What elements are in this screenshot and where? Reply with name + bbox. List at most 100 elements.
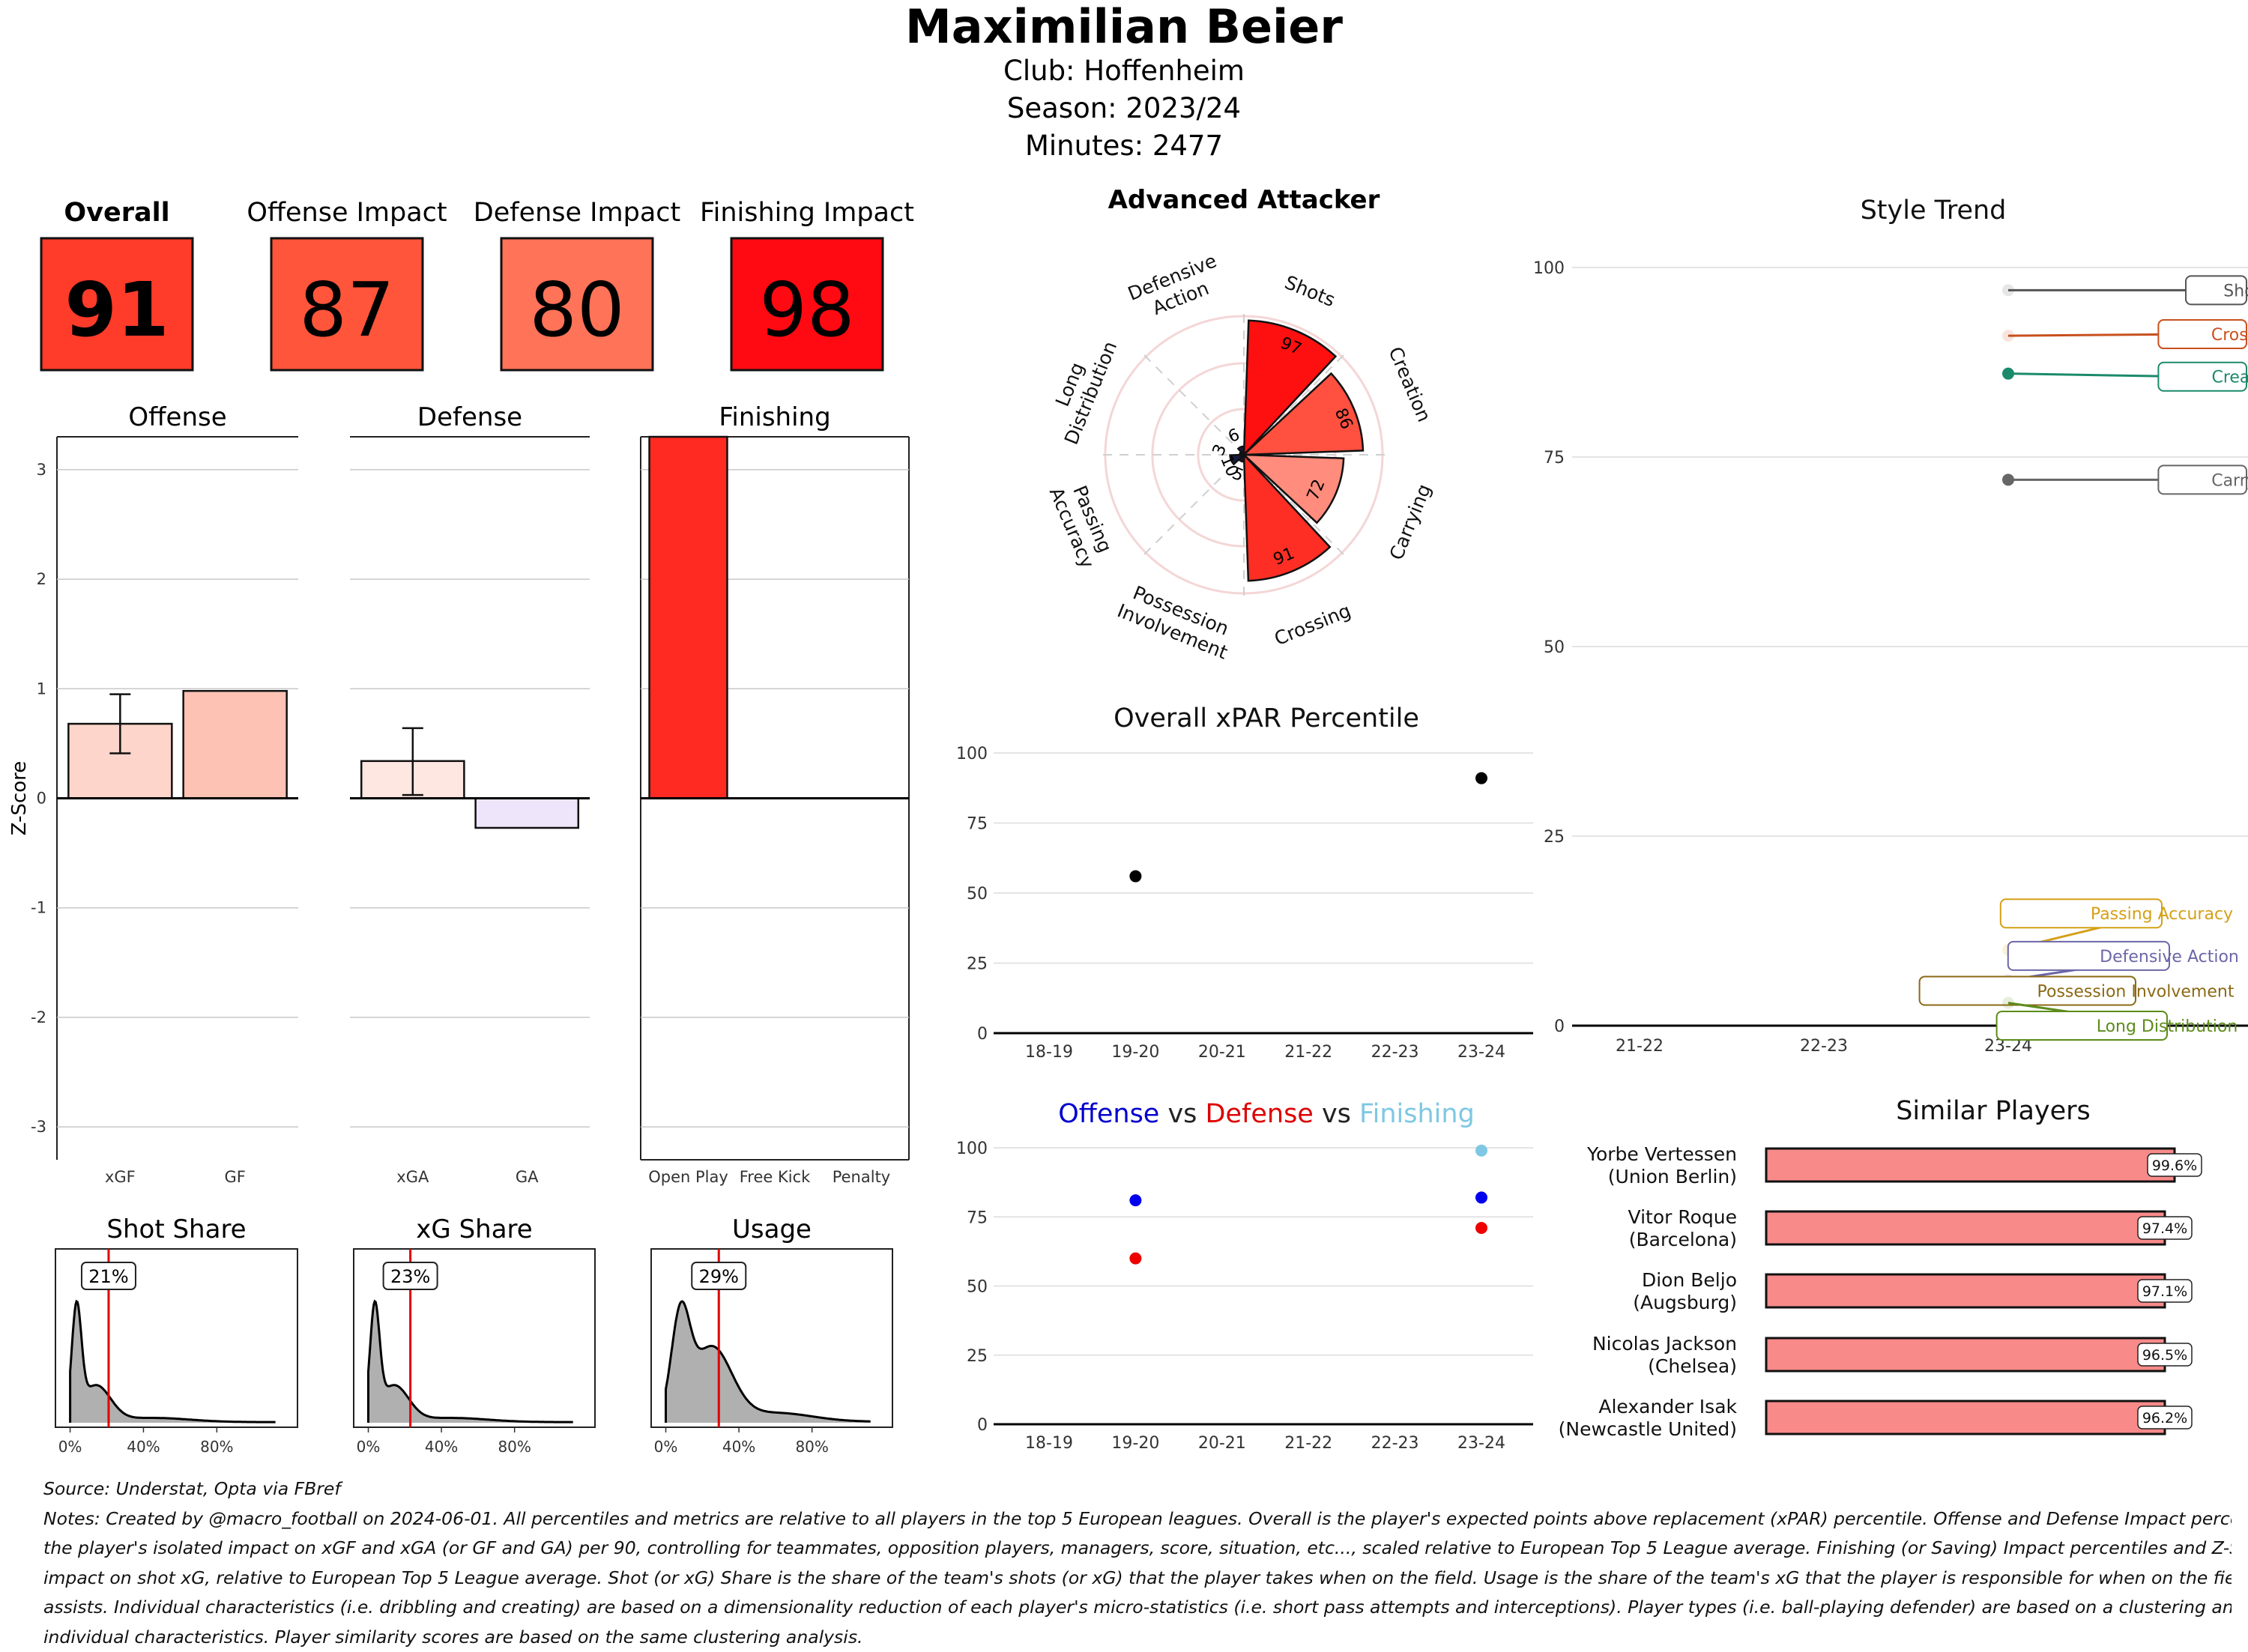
y-tick-label: -1: [31, 899, 46, 917]
x-tick-label: 40%: [722, 1438, 755, 1456]
scatter-point: [1129, 1253, 1141, 1265]
similarity-label: 99.6%: [2152, 1158, 2197, 1174]
trend-point: [2002, 368, 2014, 380]
similar-player-name: Vitor Roque: [1628, 1206, 1737, 1228]
trend-label: Creation: [2158, 363, 2248, 391]
y-tick-label: -2: [31, 1008, 46, 1026]
similar-player-name: Alexander Isak: [1598, 1396, 1737, 1417]
trend-label: Carrying: [2158, 465, 2248, 494]
similar-player-name: (Barcelona): [1629, 1229, 1737, 1250]
similar-player-name: Dion Beljo: [1642, 1269, 1737, 1291]
polar-value-label: 6: [1226, 426, 1243, 447]
x-tick-label: 18-19: [1025, 1043, 1073, 1062]
polar-category-label: Shots: [1281, 271, 1338, 311]
title-part: Offense: [1058, 1099, 1159, 1129]
trend-point: [2002, 330, 2014, 342]
x-tick-label: 21-22: [1284, 1043, 1332, 1062]
similar-player-name: (Chelsea): [1648, 1355, 1737, 1377]
x-tick-label: 22-23: [1371, 1043, 1419, 1062]
title-part: vs: [1159, 1099, 1197, 1129]
trend-label: Defensive Action: [2008, 942, 2239, 970]
trend-label-text: Crossing: [2211, 326, 2248, 345]
impact-card-value: 80: [529, 266, 624, 354]
scatter-point: [1475, 1191, 1487, 1203]
impact-card-label: Offense Impact: [247, 198, 447, 228]
polar-category-label: Carrying: [1386, 481, 1436, 563]
x-tick-label: 21-22: [1284, 1434, 1332, 1453]
similarity-bar: [1766, 1211, 2165, 1244]
zscore-bar: [650, 437, 728, 799]
trend-label-text: Defensive Action: [2100, 948, 2239, 966]
footer-notes: Source: Understat, Opta via FBref Notes:…: [43, 1474, 2232, 1652]
y-tick-label: 100: [956, 1140, 988, 1158]
y-tick-label: 0: [1554, 1017, 1565, 1036]
impact-card-label: Defense Impact: [474, 198, 680, 228]
trend-label-text: Passing Accuracy: [2091, 905, 2233, 924]
x-tick-label: 19-20: [1111, 1434, 1159, 1453]
impact-card-value: 91: [64, 266, 169, 354]
scatter-point: [1475, 1145, 1487, 1157]
marker-label: 23%: [390, 1266, 430, 1287]
x-tick-label: 18-19: [1025, 1434, 1073, 1453]
trend-label: Passing Accuracy: [2001, 899, 2233, 928]
x-tick-label: 0%: [58, 1438, 82, 1456]
y-tick-label: 0: [37, 790, 46, 808]
panel-title: Usage: [732, 1214, 812, 1244]
chart-title: Similar Players: [1896, 1096, 2091, 1126]
panel-title: xG Share: [416, 1214, 532, 1244]
trend-label-text: Creation: [2211, 369, 2248, 387]
x-tick-label: 0%: [654, 1438, 678, 1456]
similar-player-name: Nicolas Jackson: [1592, 1333, 1737, 1355]
x-tick-label: 23-24: [1457, 1043, 1505, 1062]
similarity-label: 97.1%: [2142, 1283, 2187, 1300]
y-tick-label: 1: [37, 680, 46, 698]
title-part: Defense: [1197, 1099, 1313, 1129]
y-tick-label: 50: [967, 885, 988, 904]
polar-category-label: Creation: [1384, 344, 1435, 426]
x-tick-label: 19-20: [1111, 1043, 1159, 1062]
polar-value-label: 3: [1209, 442, 1230, 459]
x-tick-label: 20-21: [1198, 1043, 1246, 1062]
impact-card-label: Finishing Impact: [700, 198, 914, 228]
y-axis-title: Z-Score: [8, 761, 31, 836]
scatter-point: [1129, 871, 1141, 883]
y-tick-label: 50: [1544, 638, 1565, 657]
polar-category: Crossing: [1271, 599, 1353, 650]
y-tick-label: -3: [31, 1118, 46, 1136]
notes-line: the player's isolated impact on xGF and …: [43, 1534, 2232, 1564]
similar-player-name: Yorbe Vertessen: [1586, 1143, 1737, 1165]
similarity-bar: [1766, 1401, 2165, 1434]
x-tick-label: 40%: [127, 1438, 160, 1456]
y-tick-label: 100: [1533, 259, 1565, 278]
trend-label: Possession Involvement: [1920, 976, 2235, 1005]
trend-label: Crossing: [2158, 320, 2248, 348]
panel-title: Offense: [128, 402, 226, 432]
trend-label: Shots: [2186, 276, 2248, 304]
y-tick-label: 25: [967, 955, 988, 974]
y-tick-label: 75: [967, 815, 988, 834]
polar-category: Carrying: [1386, 481, 1436, 563]
x-tick-label: 23-24: [1457, 1434, 1505, 1453]
x-tick-label: 40%: [425, 1438, 458, 1456]
x-tick-label: 20-21: [1198, 1434, 1246, 1453]
impact-card-value: 98: [759, 266, 854, 354]
similarity-label: 96.2%: [2142, 1410, 2187, 1426]
impact-card-value: 87: [299, 266, 394, 354]
impact-card-label: Overall: [64, 198, 169, 228]
y-tick-label: 75: [1544, 449, 1565, 468]
y-tick-label: 3: [37, 461, 46, 479]
trend-label-text: Long Distribution: [2097, 1017, 2238, 1036]
y-tick-label: 75: [967, 1208, 988, 1227]
notes-line: Notes: Created by @macro_football on 202…: [43, 1504, 2232, 1534]
scatter-point: [1129, 1194, 1141, 1206]
y-tick-label: 50: [967, 1278, 988, 1297]
similarity-bar: [1766, 1149, 2175, 1181]
similar-player-name: (Newcastle United): [1559, 1418, 1737, 1440]
trend-label-text: Carrying: [2211, 471, 2248, 490]
x-tick-label: 22-23: [1371, 1434, 1419, 1453]
notes-line: individual characteristics. Player simil…: [43, 1623, 2232, 1652]
x-tick-label: 80%: [498, 1438, 531, 1456]
